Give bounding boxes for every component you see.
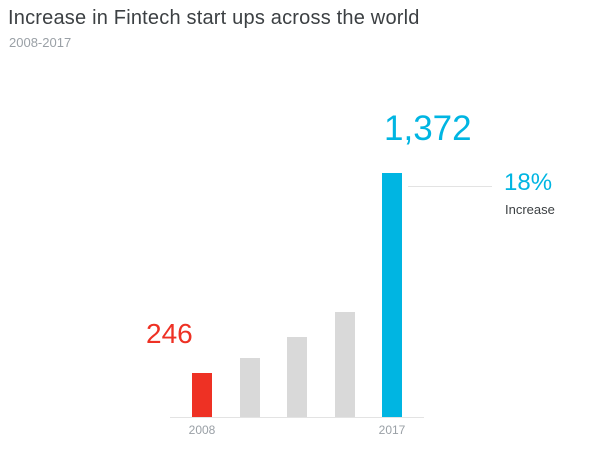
annotation-connector-line <box>408 186 492 187</box>
bar-intermediate-3 <box>335 312 355 417</box>
bar-2017 <box>382 173 402 417</box>
x-axis-baseline <box>170 417 424 418</box>
percent-increase-label: Increase <box>505 202 555 217</box>
bar-2008 <box>192 373 212 417</box>
bar-intermediate-1 <box>240 358 260 417</box>
percent-increase-value: 18% <box>504 169 553 196</box>
value-label-2017: 1,372 <box>384 109 472 148</box>
xtick-label-2017: 2017 <box>378 423 406 437</box>
value-label-2008: 246 <box>146 318 193 349</box>
bar-intermediate-2 <box>287 337 307 417</box>
chart-title: Increase in Fintech start ups across the… <box>8 7 420 29</box>
chart-subtitle: 2008-2017 <box>9 35 72 50</box>
xtick-label-2008: 2008 <box>188 423 216 437</box>
